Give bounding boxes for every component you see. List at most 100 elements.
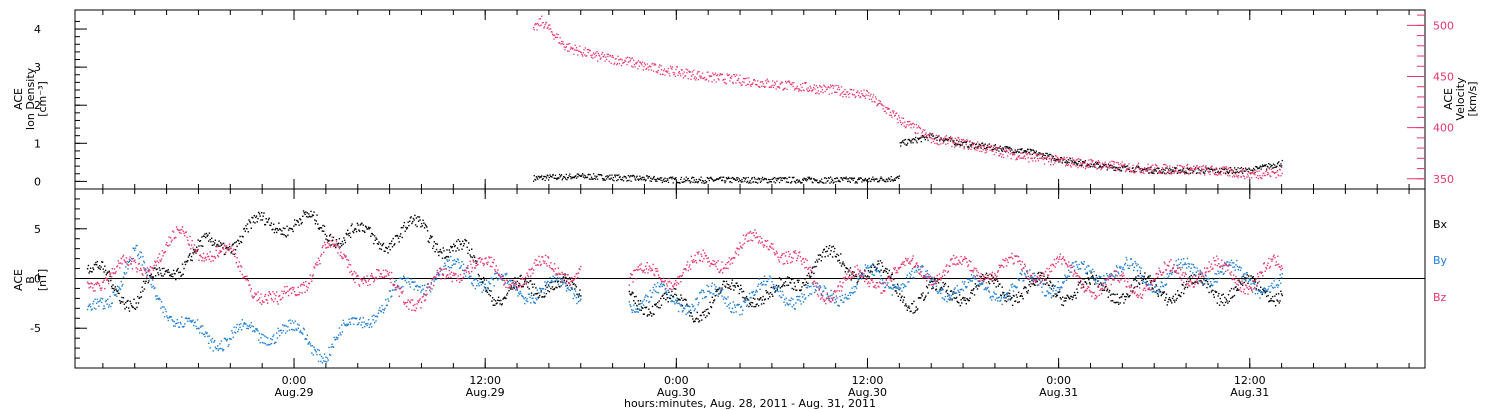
plasma-point-velocity [802,89,804,91]
field-point-by [832,293,834,295]
field-point-by [183,325,185,328]
field-point-bx [829,253,831,255]
plasma-point-density [1258,167,1260,169]
plasma-point-velocity [599,55,601,57]
plasma-point-velocity [851,89,853,91]
plasma-point-density [1198,169,1200,171]
plasma-point-velocity [1217,171,1219,174]
plasma-point-velocity [1161,167,1163,169]
field-point-bx [805,281,808,283]
plasma-point-velocity [776,86,779,88]
plasma-point-density [588,173,590,175]
field-point-bx [660,304,663,306]
plasma-point-density [1021,148,1023,150]
plasma-point-density [1120,169,1122,171]
field-point-bx [925,295,927,297]
field-point-bx [985,276,987,279]
plasma-point-density [1204,170,1206,172]
plasma-point-density [1229,170,1231,172]
field-point-by [420,289,423,292]
plasma-point-density [668,177,670,179]
plasma-point-velocity [1204,166,1206,168]
plasma-point-velocity [835,84,837,87]
plasma-point-density [902,140,904,142]
field-point-bx [1159,291,1162,293]
plasma-point-density [1049,153,1051,156]
plasma-point-density [650,177,652,179]
plasma-point-density [706,181,708,183]
field-point-bx [204,233,206,235]
field-point-bx [305,211,307,213]
field-point-by [826,293,828,296]
plasma-point-density [646,175,648,177]
plasma-point-density [1176,172,1178,174]
plasma-point-density [852,179,854,181]
field-point-by [955,292,957,294]
field-panel: -505 ACE B [nT] Bx By Bz [12,188,1448,369]
field-point-by [995,293,997,295]
field-point-bx [201,236,203,238]
field-point-by [684,305,687,307]
field-point-by [467,267,469,269]
plasma-point-velocity [1281,172,1283,175]
plasma-point-density [1028,152,1031,154]
field-point-bx [784,285,786,287]
field-point-bx [1074,294,1077,296]
field-point-bx [509,288,512,290]
field-point-bx [1238,279,1240,281]
field-point-by [979,283,981,285]
plasma-point-velocity [1257,175,1259,177]
field-point-by [129,259,131,261]
field-point-by [982,283,984,285]
plasma-point-velocity [559,37,561,39]
plasma-point-velocity [801,86,803,88]
plasma-point-density [1234,172,1236,174]
plasma-point-velocity [652,62,654,65]
field-point-by [499,278,501,280]
plasma-point-velocity [1150,168,1152,170]
field-point-by [917,266,919,269]
field-point-bx [842,261,844,263]
field-point-bx [316,214,318,216]
field-point-bx [423,222,425,224]
field-point-bx [838,259,840,261]
field-point-bx [174,273,176,275]
field-point-by [698,302,700,304]
plasma-point-velocity [865,94,867,96]
field-point-bx [1034,284,1036,286]
plasma-point-velocity [1120,164,1123,167]
field-point-bx [421,225,424,227]
plasma-point-density [949,140,952,142]
plasma-point-velocity [645,68,647,70]
field-point-by [822,290,824,293]
field-point-bx [261,219,264,221]
field-point-bx [436,243,438,245]
field-point-bx [1230,297,1232,299]
field-point-by [307,343,309,345]
field-point-by [546,281,548,284]
plasma-point-velocity [612,56,614,59]
plasma-point-velocity [813,87,815,89]
plasma-point-density [1212,169,1214,172]
field-point-by [948,294,950,297]
field-point-by [574,290,577,292]
plasma-point-velocity [1086,164,1088,166]
plasma-point-velocity [718,79,720,81]
field-point-bx [805,284,807,286]
field-point-bx [629,293,631,295]
field-point-bx [395,235,397,237]
plasma-point-velocity [750,85,752,87]
field-point-bx [275,227,277,230]
field-point-by [220,340,223,342]
plasma-point-velocity [1009,148,1011,150]
plasma-point-velocity [872,94,875,96]
plasma-point-velocity [670,67,672,69]
field-point-by [677,310,680,313]
plasma-point-velocity [841,92,843,94]
field-point-by [252,325,255,328]
field-point-bx [332,236,335,239]
field-point-by [314,348,316,351]
field-point-bx [150,274,152,276]
field-point-bx [1009,299,1012,301]
plasma-point-density [1261,164,1264,166]
